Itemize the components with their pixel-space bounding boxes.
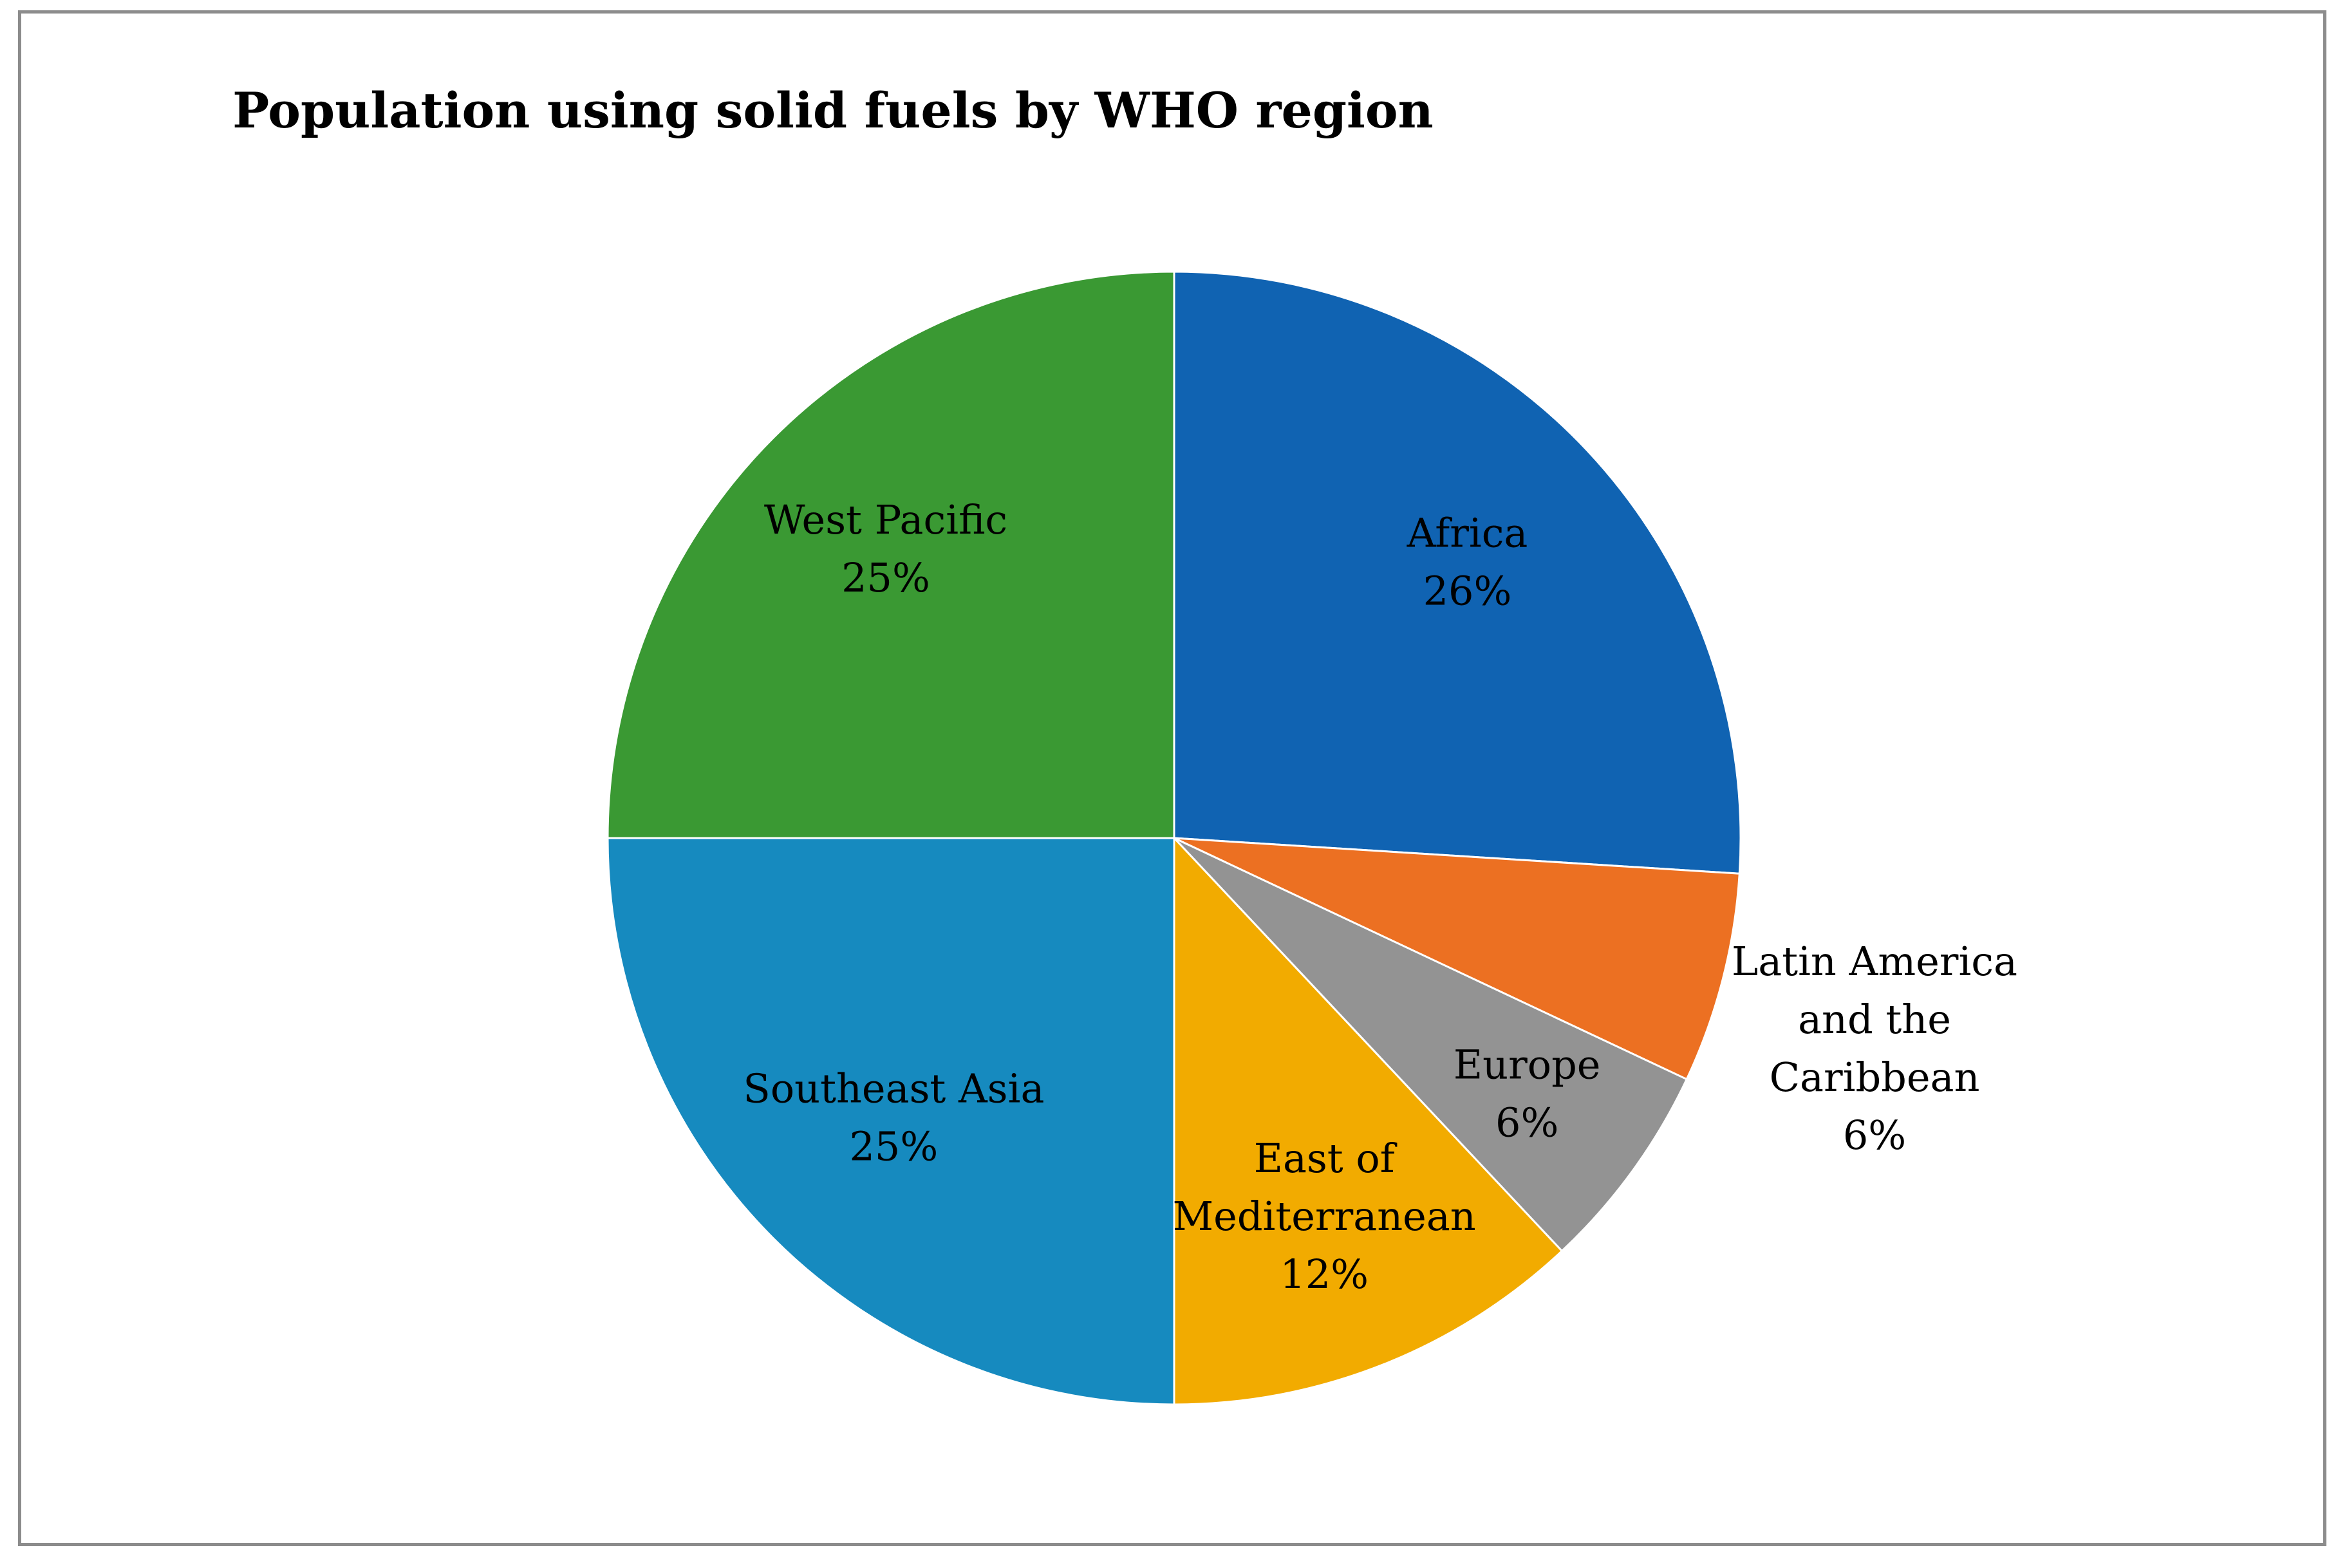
slice-percent: 25% [841, 554, 930, 601]
data-label-west-pacific: West Pacific 25% [764, 496, 1007, 601]
slice-category: Africa [1407, 509, 1528, 556]
slice-category: Mediterranean [1173, 1193, 1476, 1240]
chart-title: Population using solid fuels by WHO regi… [232, 82, 1434, 139]
data-label-latin-america-and-the-caribbean: Latin America and the Caribbean 6% [1732, 938, 2017, 1159]
pie-slice-latin-america-and-the-caribbean [1174, 837, 1741, 1081]
slice-category: Caribbean [1770, 1054, 1980, 1101]
pie-slice-west-pacific [606, 270, 1175, 839]
slice-category: Southeast Asia [743, 1065, 1044, 1112]
slice-labels: Africa 26% Latin America and the Caribbean 6%… [743, 496, 2017, 1298]
data-label-europe: Europe 6% [1454, 1041, 1601, 1146]
slice-percent: 6% [1495, 1099, 1558, 1146]
slice-category: West Pacific [764, 496, 1007, 543]
data-label-africa: Africa 26% [1407, 509, 1528, 614]
slice-category: and the [1798, 996, 1951, 1043]
pie-slice-africa [1173, 270, 1742, 875]
slice-category: Europe [1454, 1041, 1601, 1088]
data-label-southeast-asia: Southeast Asia 25% [743, 1065, 1044, 1170]
slice-category: East of [1254, 1135, 1398, 1182]
slice-percent: 25% [849, 1123, 938, 1170]
pie-slice-east-of-mediterranean [1173, 835, 1564, 1406]
slice-percent: 6% [1843, 1112, 1906, 1159]
pie-slice-europe [1173, 837, 1688, 1253]
slice-percent: 12% [1280, 1251, 1369, 1298]
pie-slice-southeast-asia [606, 837, 1175, 1406]
slice-percent: 26% [1423, 567, 1512, 614]
slice-category: Latin America [1732, 938, 2017, 985]
pie-slices [606, 270, 1742, 1406]
data-label-east-of-mediterranean: East of Mediterranean 12% [1173, 1135, 1476, 1298]
